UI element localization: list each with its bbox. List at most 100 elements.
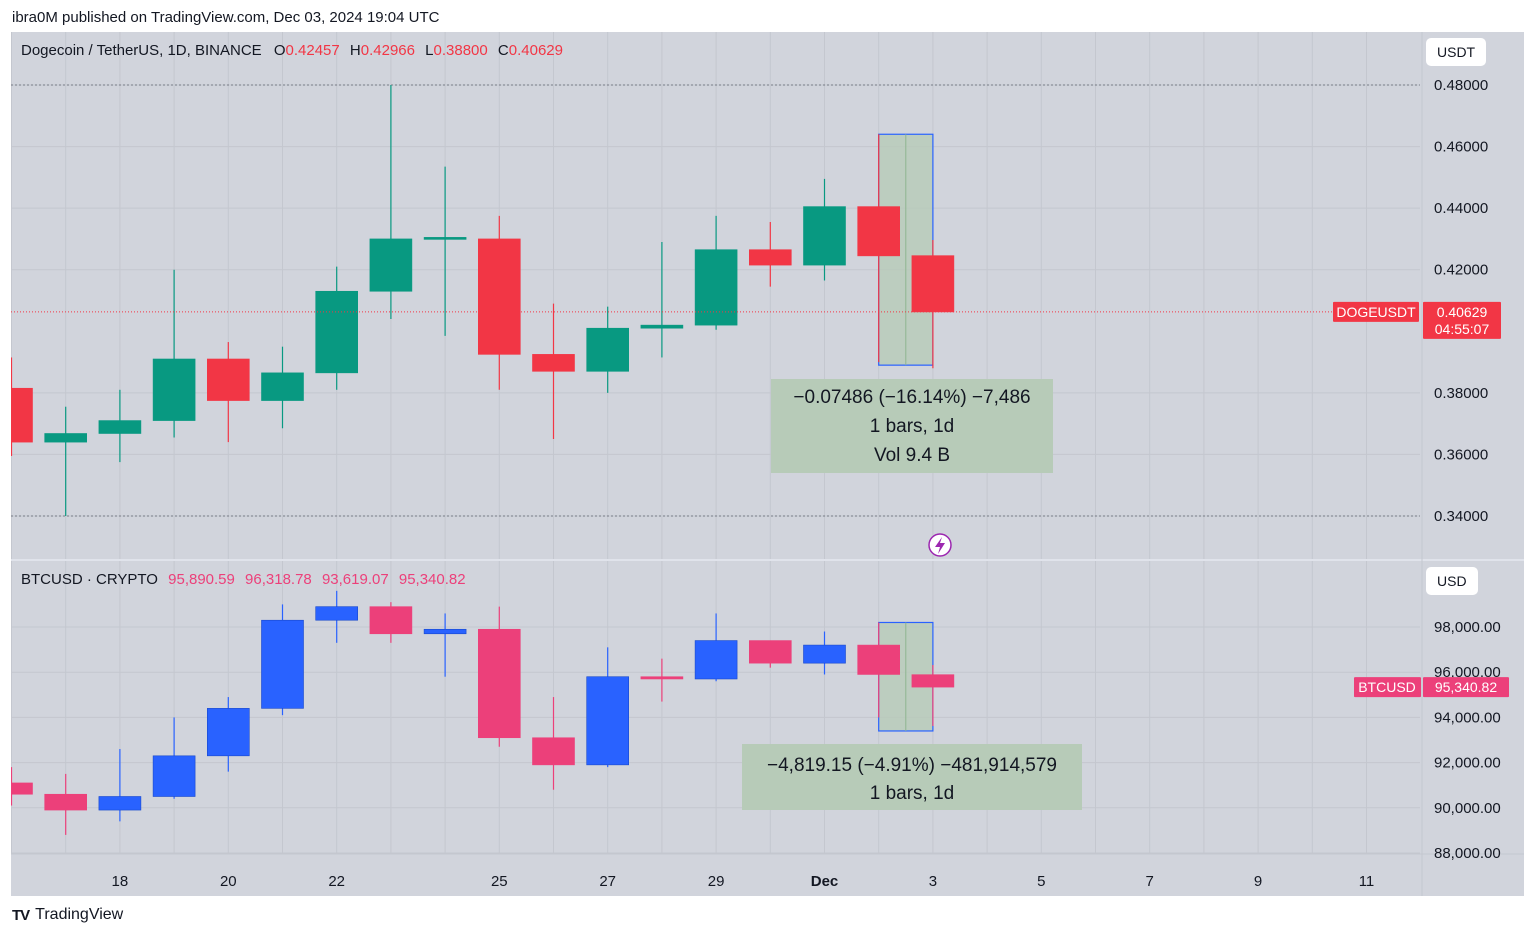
doge-candle-body (315, 290, 359, 374)
btc-candle-body (857, 644, 901, 675)
doge-candle-body (261, 372, 304, 401)
time-tick-label: 18 (112, 873, 129, 890)
usd-unit-button[interactable]: USD (1426, 567, 1478, 595)
doge-candle-body (477, 238, 521, 355)
doge-candle-body (694, 249, 738, 326)
doge-symbol-tag-text: DOGEUSDT (1336, 304, 1416, 320)
btc-high-value: 96,318.78 (245, 571, 312, 588)
btc-candle-body (694, 640, 738, 680)
time-tick-label: 3 (929, 873, 937, 890)
doge-price-tag (1423, 301, 1501, 339)
doge-legend-title: Dogecoin / TetherUS, 1D, BINANCE (21, 42, 262, 59)
doge-candle-body (98, 420, 142, 434)
btc-legend-title: BTCUSD · CRYPTO (21, 571, 158, 588)
usdt-unit-button[interactable]: USDT (1426, 38, 1487, 66)
btc-symbol-tag-text: BTCUSD (1358, 679, 1416, 695)
btc-price-tick-label: 92,000.00 (1434, 755, 1501, 772)
btc-price-tick-label: 88,000.00 (1434, 845, 1501, 862)
btc-symbol-tag (1354, 677, 1421, 698)
time-tick-label: 7 (1146, 873, 1154, 890)
doge-candle-body (586, 327, 630, 372)
btc-price-tag (1423, 677, 1509, 698)
doge-candle-body (857, 206, 901, 257)
btc-measure-bars: 1 bars, 1d (870, 783, 955, 804)
btc-price-tick-label: 96,000.00 (1434, 664, 1501, 681)
btc-candle-body (44, 793, 88, 811)
close-label: C (497, 42, 509, 59)
btc-price-tick-label: 98,000.00 (1434, 619, 1501, 636)
doge-price-tag-value: 0.40629 (1437, 304, 1488, 320)
high-value: 0.42966 (360, 42, 415, 59)
time-tick-label: 22 (328, 873, 345, 890)
btc-low-value: 93,619.07 (321, 571, 389, 588)
doge-price-tick-label: 0.46000 (1434, 139, 1488, 156)
doge-price-tick-label: 0.36000 (1434, 446, 1488, 463)
time-tick-label: 5 (1037, 873, 1045, 890)
btc-close-value: 95,340.82 (398, 571, 466, 588)
time-tick-label: 20 (220, 873, 237, 890)
btc-candle-body (261, 619, 304, 709)
close-value: 0.40629 (508, 42, 563, 59)
btc-measure-label-box (742, 744, 1082, 810)
btc-candle-body (11, 782, 33, 795)
time-tick-label: 25 (491, 873, 508, 890)
doge-candle-body (44, 433, 88, 443)
doge-candle-body (11, 387, 33, 443)
doge-price-tick-label: 0.38000 (1434, 385, 1488, 402)
tradingview-footer[interactable]: TV TradingView (12, 906, 123, 924)
btc-price-tick-label: 94,000.00 (1434, 709, 1501, 726)
tradingview-logo-icon: TV (12, 906, 30, 924)
btc-candle-body (911, 674, 955, 688)
high-label: H (349, 42, 361, 59)
btc-candle-body (586, 676, 630, 766)
publisher-credit: ibra0M published on TradingView.com, Dec… (12, 9, 440, 26)
chart-canvas[interactable]: −0.07486 (−16.14%) −7,486 1 bars, 1d Vol 9… (11, 32, 1524, 896)
btc-candle-body (748, 640, 792, 664)
doge-measure-change: −0.07486 (−16.14%) −7,486 (793, 387, 1030, 408)
chart-area[interactable]: −0.07486 (−16.14%) −7,486 1 bars, 1d Vol 9… (11, 32, 1524, 896)
doge-candle-body (207, 358, 250, 401)
time-tick-label: 29 (708, 873, 725, 890)
btc-candle-body (207, 708, 250, 757)
doge-candle-body (911, 255, 955, 313)
btc-candle-body (369, 606, 413, 635)
doge-measure-bars: 1 bars, 1d (870, 416, 955, 437)
doge-price-tick-label: 0.44000 (1434, 200, 1488, 217)
btc-legend: BTCUSD · CRYPTO 95,890.59 96,318.78 93,6… (21, 571, 466, 588)
doge-candle-body (640, 324, 684, 329)
lightning-icon-bolt (935, 537, 945, 554)
btc-open-value: 95,890.59 (168, 571, 235, 588)
time-tick-label: 27 (599, 873, 616, 890)
low-value: 0.38800 (433, 42, 488, 59)
doge-candle-body (369, 238, 413, 292)
btc-price-tag-value: 95,340.82 (1435, 679, 1497, 695)
btc-measure-change: −4,819.15 (−4.91%) −481,914,579 (767, 755, 1057, 776)
btc-candle-body (532, 737, 575, 766)
open-label: O (273, 42, 286, 59)
low-label: L (425, 42, 434, 59)
doge-legend: Dogecoin / TetherUS, 1D, BINANCE O0.4245… (21, 42, 563, 59)
tradingview-brand: TradingView (35, 906, 124, 923)
btc-candle-body (423, 628, 467, 635)
time-tick-label: Dec (811, 873, 839, 890)
btc-candle-body (98, 796, 142, 811)
btc-candle-body (152, 755, 196, 797)
doge-price-tick-label: 0.48000 (1434, 77, 1488, 94)
btc-candle-body (640, 676, 684, 680)
doge-price-tick-label: 0.42000 (1434, 262, 1488, 279)
doge-symbol-tag (1333, 301, 1419, 322)
doge-measure-volume: Vol 9.4 B (874, 445, 950, 466)
btc-candle-body (477, 628, 521, 739)
open-value: 0.42457 (285, 42, 340, 59)
time-tick-label: 9 (1254, 873, 1262, 890)
doge-price-tag-countdown: 04:55:07 (1435, 321, 1490, 337)
doge-candle-body (532, 354, 575, 372)
doge-candle-body (803, 206, 846, 266)
doge-price-tick-label: 0.34000 (1434, 508, 1488, 525)
btc-candle-body (803, 644, 846, 664)
btc-price-tick-label: 90,000.00 (1434, 800, 1501, 817)
doge-candle-body (152, 358, 196, 421)
doge-candle-body (423, 237, 467, 240)
btc-candle-body (315, 606, 359, 621)
time-tick-label: 11 (1359, 873, 1375, 890)
